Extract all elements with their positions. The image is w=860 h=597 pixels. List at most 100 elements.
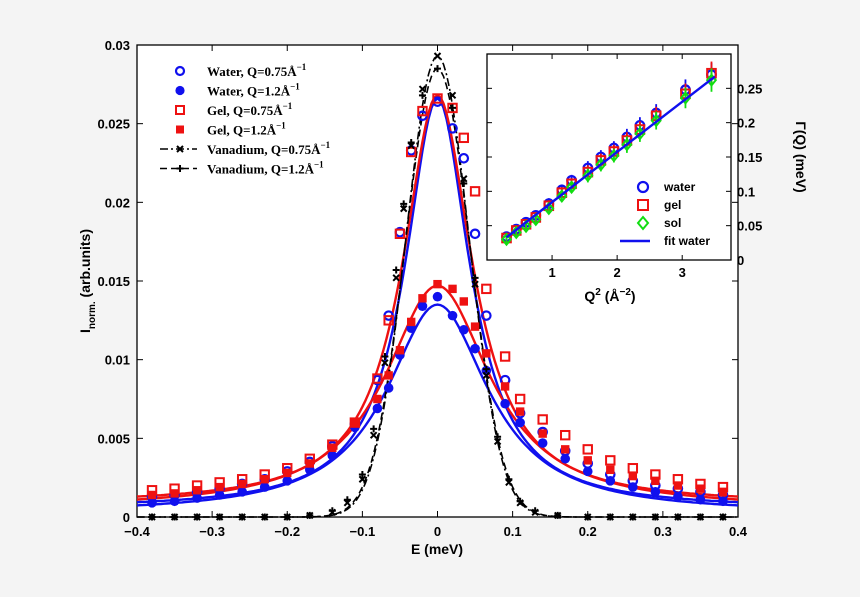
data-point-vanadium-q-1-2-1	[629, 513, 637, 521]
legend-marker-shape	[637, 199, 649, 211]
x-tick-label: −0.3	[199, 524, 225, 539]
data-point-gel-q-1-2-1	[373, 394, 382, 404]
legend-marker	[174, 65, 186, 77]
legend-marker-shape	[175, 105, 185, 115]
legend-sup: −1	[290, 82, 300, 92]
data-point-gel-q-1-2-1	[696, 484, 705, 493]
data-point-water-q-1-2-1	[650, 487, 661, 497]
data-point-water-q-1-2-1-shape	[458, 324, 469, 335]
data-point-water-q-1-2-1-shape	[628, 482, 638, 492]
data-point-vanadium-q-1-2-1-shape	[238, 513, 246, 521]
data-point-gel-q-1-2-1-shape	[606, 465, 615, 474]
legend-sup: −1	[283, 101, 293, 111]
data-point-gel-q-0-75-1	[537, 414, 548, 425]
data-point-vanadium-q-1-2-1-shape	[358, 471, 366, 479]
data-point-gel-q-0-75-1-shape	[582, 444, 593, 455]
data-point-gel-q-1-2-1	[628, 471, 638, 481]
data-point-sol	[608, 148, 620, 163]
data-point-gel-q-1-2-1-shape	[283, 468, 292, 478]
inset-x-tick-label: 1	[548, 265, 555, 280]
data-point-vanadium-q-0-75-1	[460, 175, 468, 183]
data-point-gel-q-1-2-1	[170, 489, 179, 498]
data-point-sol-shape	[500, 232, 513, 247]
data-point-water-q-0-75-1-shape	[481, 310, 492, 321]
legend-entry: Gel, Q=0.75Å−1	[207, 101, 293, 118]
data-point-water-q-1-2-1-shape	[500, 398, 510, 409]
inset-y-tick-label: 0.1	[737, 184, 755, 199]
data-point-gel-q-0-75-1-shape	[432, 93, 443, 104]
data-point-vanadium-q-1-2-1-shape	[343, 496, 351, 504]
data-point-gel-q-1-2-1-shape	[384, 371, 393, 380]
data-point-vanadium-q-1-2-1-shape	[381, 353, 389, 361]
data-point-gel-q-0-75-1-shape	[417, 105, 428, 117]
legend-marker-shape	[174, 65, 186, 77]
data-point-vanadium-q-1-2-1-shape	[193, 513, 201, 521]
data-point-gel-q-1-2-1-shape	[147, 490, 157, 500]
data-point-gel-q-0-75-1	[458, 132, 469, 144]
data-point-gel-q-0-75-1-shape	[514, 393, 526, 405]
data-point-gel-q-0-75-1-shape	[537, 414, 548, 425]
data-point-vanadium-q-0-75-1	[448, 91, 457, 100]
data-point-gel-q-1-2-1	[395, 346, 405, 355]
data-point-water-q-1-2-1	[673, 491, 683, 502]
legend-entry: Gel, Q=1.2Å−1	[207, 121, 286, 138]
data-point-water-q-1-2-1	[383, 383, 394, 393]
legend-marker	[175, 85, 185, 96]
data-point-vanadium-q-1-2-1	[696, 513, 704, 521]
data-point-sol	[556, 189, 568, 204]
data-point-gel-q-1-2-1-shape	[470, 322, 480, 331]
data-point-water-q-0-75-1	[481, 310, 492, 321]
data-point-vanadium-q-0-75-1-shape	[493, 437, 502, 446]
data-point-vanadium-q-1-2-1	[719, 513, 727, 521]
data-point-gel-q-1-2-1-shape	[515, 407, 525, 416]
data-point-vanadium-q-1-2-1-shape	[482, 365, 490, 373]
data-point-water-q-1-2-1	[147, 498, 157, 508]
data-point-gel-q-0-75-1-shape	[372, 373, 383, 384]
data-point-vanadium-q-1-2-1-shape	[449, 104, 457, 112]
data-point-gel-q-1-2-1-shape	[448, 284, 457, 294]
data-point-gel-q-0-75-1	[469, 186, 481, 197]
data-point-vanadium-q-1-2-1	[148, 513, 156, 521]
main-tick-labels: −0.4 −0.3 −0.2 −0.1 0 0.1 0.2 0.3 0.4 0 0.005 0.01 0…	[97, 38, 747, 539]
data-point-vanadium-q-1-2-1-shape	[370, 425, 378, 433]
data-point-gel-q-1-2-1	[606, 465, 615, 474]
legend-text: Water, Q=0.75Å	[207, 64, 297, 79]
data-point-gel-q-1-2-1	[538, 429, 547, 438]
data-point-vanadium-q-1-2-1	[674, 513, 682, 521]
fit-line-fit-water	[505, 75, 716, 239]
legend-text: Gel, Q=1.2Å	[207, 123, 277, 138]
data-point-water-q-0-75-1	[469, 228, 481, 240]
y-tick-label: 0.015	[97, 274, 130, 289]
data-point-vanadium-q-1-2-1	[343, 496, 351, 504]
data-point-gel-q-1-2-1-shape	[651, 476, 660, 486]
data-point-vanadium-q-1-2-1	[434, 65, 441, 73]
legend-sup: −1	[276, 121, 286, 131]
legend-entry: Vanadium, Q=1.2Å−1	[207, 160, 324, 177]
data-point-water-q-1-2-1	[169, 496, 180, 507]
data-point-water-q-1-2-1	[628, 482, 638, 492]
data-point-vanadium-q-0-75-1-shape	[381, 359, 389, 367]
data-point-vanadium-q-1-2-1	[449, 104, 457, 112]
data-point-vanadium-q-1-2-1	[494, 433, 502, 441]
data-point-water-q-1-2-1-shape	[432, 291, 443, 302]
y-tick-label: 0	[123, 510, 130, 525]
data-point-vanadium-q-0-75-1	[381, 359, 389, 367]
data-point-vanadium-q-1-2-1-shape	[606, 513, 614, 521]
y-tick-label: 0.005	[97, 431, 130, 446]
inset-legend: water gel sol fit water	[620, 180, 710, 248]
data-point-water-q-1-2-1	[718, 496, 728, 507]
data-point-gel-q-0-75-1	[383, 315, 394, 326]
inset-x-tick-label: 2	[614, 265, 621, 280]
data-point-vanadium-q-1-2-1	[460, 179, 468, 187]
data-point-gel-q-0-75-1	[372, 373, 383, 384]
data-point-water-q-1-2-1-shape	[560, 453, 571, 464]
data-point-vanadium-q-1-2-1-shape	[261, 513, 269, 521]
inset-y-axis-label: Γ(Q) (meV)	[793, 121, 809, 192]
data-point-vanadium-q-1-2-1-shape	[516, 497, 524, 505]
data-point-water-q-1-2-1-shape	[673, 491, 683, 502]
y-tick-label: 0.025	[97, 117, 130, 132]
data-point-vanadium-q-1-2-1	[554, 511, 562, 519]
data-point-gel-q-0-75-1	[481, 283, 492, 295]
data-point-gel-q-0-75-1-shape	[605, 455, 616, 466]
main-data-markers	[146, 52, 729, 521]
